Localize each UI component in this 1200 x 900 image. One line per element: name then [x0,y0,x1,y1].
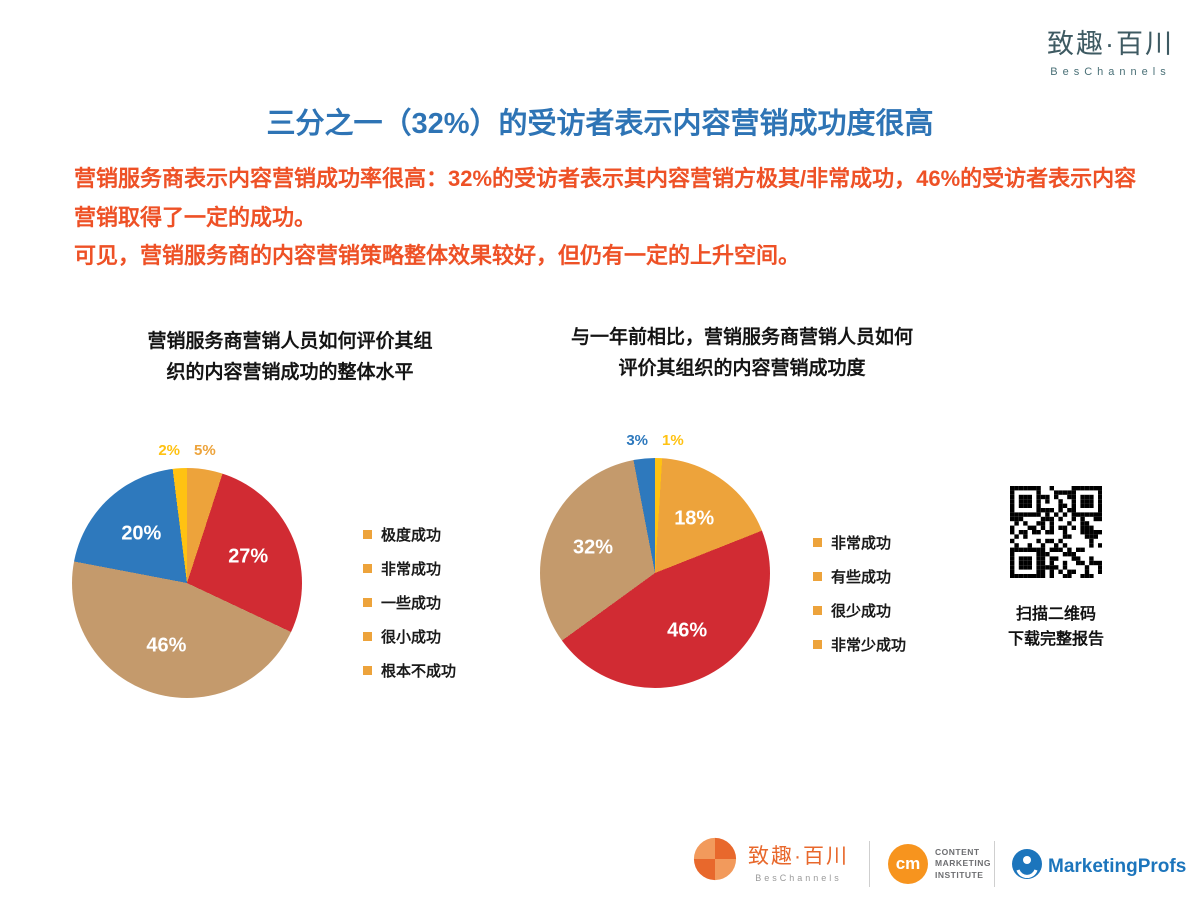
legend-label: 非常成功 [831,535,892,552]
qr-caption: 扫描二维码 下载完整报告 [998,603,1114,653]
intro-text: 营销服务商表示内容营销成功率很高：32%的受访者表示其内容营销方极其/非常成功，… [74,160,1140,276]
page-title: 三分之一（32%）的受访者表示内容营销成功度很高 [266,108,934,140]
left-chart-title-line1: 营销服务商营销人员如何评价其组 [147,331,433,352]
legend-label: 很小成功 [381,629,442,646]
intro-line-2: 可见，营销服务商的内容营销策略整体效果较好，但仍有一定的上升空间。 [74,243,801,268]
cmi-line1: CONTENT [935,846,980,857]
left-pie-outside-labels: 2% 5% [72,442,302,459]
legend-item: 很小成功 [363,626,456,647]
legend-label: 一些成功 [381,595,442,612]
footer-divider-1 [869,841,870,887]
legend-item: 有些成功 [813,566,906,587]
left-pie-chart: 2% 5% 27% 46% 20% [72,442,302,698]
legend-marker-icon [813,640,822,649]
legend-marker-icon [363,564,372,573]
beschannels-pinwheel-icon [692,836,738,887]
legend-marker-icon [363,666,372,675]
cmi-circle-icon: cm [888,844,928,884]
right-chart-title-line2: 评价其组织的内容营销成功度 [618,358,866,380]
qr-block: 扫描二维码 下载完整报告 [998,486,1114,653]
footer-beschannels-name: 致趣·百川 [748,845,849,868]
pie-slice-label: 20% [121,522,162,545]
right-chart-title: 与一年前相比，营销服务商营销人员如何 评价其组织的内容营销成功度 [518,322,966,385]
marketingprofs-name: MarketingProfs [1048,855,1187,877]
legend-item: 非常少成功 [813,634,906,655]
beschannels-logo-text: 致趣·百川 [1047,29,1174,59]
legend-marker-icon [813,572,822,581]
pie-outside-label: 3% [626,432,648,449]
beschannels-header-logo: 致趣·百川 BesChannels [1047,22,1174,78]
intro-line-1: 营销服务商表示内容营销成功率很高：32%的受访者表示其内容营销方极其/非常成功，… [74,166,1137,230]
pie-slice-label: 32% [572,536,613,559]
legend-item: 根本不成功 [363,660,456,681]
qr-caption-line2: 下载完整报告 [1007,631,1104,649]
legend-marker-icon [363,530,372,539]
left-chart-legend: 极度成功非常成功一些成功很小成功根本不成功 [363,524,456,694]
qr-code [1009,486,1103,579]
legend-label: 极度成功 [381,527,442,544]
cmi-line3: INSTITUTE [935,869,984,880]
right-chart-legend: 非常成功有些成功很少成功非常少成功 [813,532,906,668]
beschannels-logo-subtext: BesChannels [1050,66,1171,78]
legend-label: 有些成功 [831,569,892,586]
legend-marker-icon [813,606,822,615]
cmi-line2: MARKETING [935,858,991,869]
right-pie: 18% 46% 32% [540,458,770,688]
legend-item: 非常成功 [813,532,906,553]
right-chart-title-line1: 与一年前相比，营销服务商营销人员如何 [570,327,913,348]
footer-beschannels-logo: 致趣·百川 BesChannels [692,836,849,887]
legend-label: 根本不成功 [381,663,457,680]
legend-item: 一些成功 [363,592,456,613]
marketingprofs-circle-icon [1012,849,1042,884]
qr-caption-line1: 扫描二维码 [1015,606,1096,624]
footer-marketingprofs-logo: MarketingProfs [1012,849,1186,884]
legend-marker-icon [363,598,372,607]
legend-label: 很少成功 [831,603,892,620]
left-chart-title-line2: 织的内容营销成功的整体水平 [166,362,414,384]
left-pie: 27% 46% 20% [72,468,302,698]
legend-marker-icon [363,632,372,641]
pie-slice-label: 46% [146,634,187,657]
legend-marker-icon [813,538,822,547]
footer-cmi-logo: cm CONTENT MARKETING INSTITUTE [888,844,991,884]
legend-item: 极度成功 [363,524,456,545]
footer-beschannels-sub: BesChannels [755,873,842,883]
pie-outside-label: 5% [194,442,216,459]
pie-slice-label: 46% [667,619,708,642]
pie-slice-label: 18% [674,507,715,530]
pie-outside-label: 1% [662,432,684,449]
footer-divider-2 [994,841,995,887]
legend-label: 非常少成功 [831,637,907,654]
pie-slice-label: 27% [228,545,269,567]
legend-item: 非常成功 [363,558,456,579]
right-pie-chart: 3% 1% 18% 46% 32% [540,432,770,688]
right-pie-outside-labels: 3% 1% [540,432,770,449]
pie-outside-label: 2% [158,442,180,459]
left-chart-title: 营销服务商营销人员如何评价其组 织的内容营销成功的整体水平 [85,326,495,389]
legend-item: 很少成功 [813,600,906,621]
legend-label: 非常成功 [381,561,442,578]
